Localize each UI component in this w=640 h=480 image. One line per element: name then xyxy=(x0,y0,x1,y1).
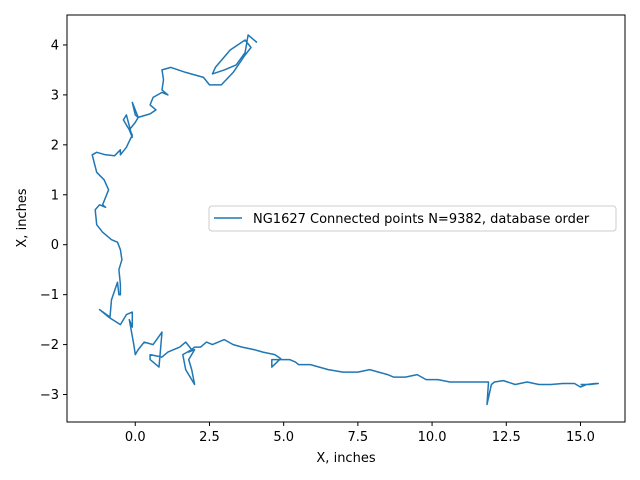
y-axis-label: X, inches xyxy=(15,188,30,247)
y-tick-label: 2 xyxy=(51,138,59,153)
y-tick-label: −3 xyxy=(40,388,59,403)
y-tick-label: −1 xyxy=(40,288,59,303)
plot-frame xyxy=(66,14,626,423)
x-tick-label: 7.5 xyxy=(348,430,369,445)
x-tick-label: 0.0 xyxy=(125,430,146,445)
series-line-0 xyxy=(91,34,600,406)
legend: NG1627 Connected points N=9382, database… xyxy=(208,205,617,232)
y-tick-label: −2 xyxy=(40,338,59,353)
x-tick-label: 15.0 xyxy=(566,430,595,445)
y-tick-label: 3 xyxy=(51,88,59,103)
y-ticks: −3 −2 −1 0 1 2 3 4 xyxy=(40,38,67,403)
legend-box xyxy=(208,205,617,232)
x-axis-label: X, inches xyxy=(316,451,375,466)
y-tick-label: 1 xyxy=(51,188,59,203)
x-tick-label: 10.0 xyxy=(418,430,447,445)
x-ticks: 0.0 2.5 5.0 7.5 10.0 12.5 15.0 xyxy=(125,422,595,445)
legend-label: NG1627 Connected points N=9382, database… xyxy=(253,212,590,227)
y-tick-label: 0 xyxy=(51,238,59,253)
x-tick-label: 5.0 xyxy=(273,430,294,445)
data-layer xyxy=(91,34,600,406)
x-tick-label: 2.5 xyxy=(199,430,220,445)
y-tick-label: 4 xyxy=(51,38,59,53)
x-tick-label: 12.5 xyxy=(492,430,521,445)
